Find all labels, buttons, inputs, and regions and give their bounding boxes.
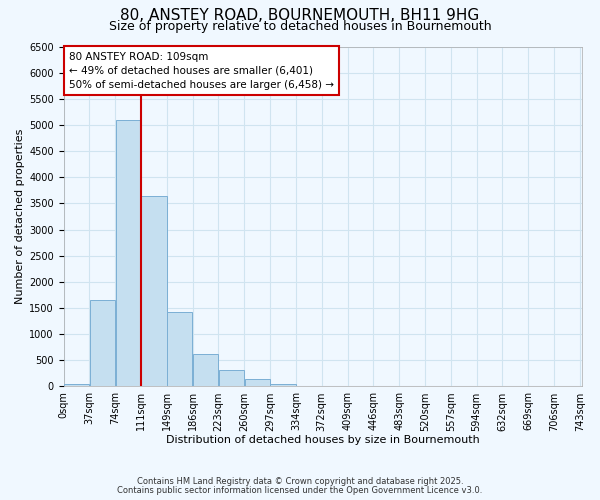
Text: 80, ANSTEY ROAD, BOURNEMOUTH, BH11 9HG: 80, ANSTEY ROAD, BOURNEMOUTH, BH11 9HG <box>121 8 479 22</box>
Bar <box>167 312 193 386</box>
Bar <box>271 384 296 386</box>
X-axis label: Distribution of detached houses by size in Bournemouth: Distribution of detached houses by size … <box>166 435 479 445</box>
Bar <box>142 196 167 386</box>
Bar <box>90 300 115 386</box>
Bar <box>219 370 244 386</box>
Text: Contains HM Land Registry data © Crown copyright and database right 2025.: Contains HM Land Registry data © Crown c… <box>137 477 463 486</box>
Bar <box>116 120 141 386</box>
Text: Size of property relative to detached houses in Bournemouth: Size of property relative to detached ho… <box>109 20 491 33</box>
Bar <box>245 379 270 386</box>
Bar <box>193 354 218 386</box>
Y-axis label: Number of detached properties: Number of detached properties <box>15 129 25 304</box>
Text: Contains public sector information licensed under the Open Government Licence v3: Contains public sector information licen… <box>118 486 482 495</box>
Text: 80 ANSTEY ROAD: 109sqm
← 49% of detached houses are smaller (6,401)
50% of semi-: 80 ANSTEY ROAD: 109sqm ← 49% of detached… <box>69 52 334 90</box>
Bar <box>64 384 89 386</box>
